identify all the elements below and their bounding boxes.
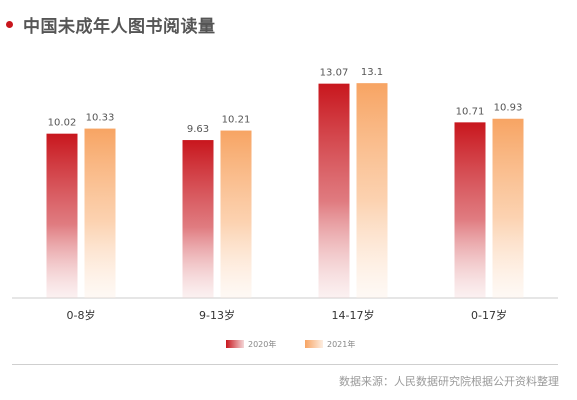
chart-title: 中国未成年人图书阅读量 <box>23 16 216 37</box>
bar-value-label: 10.71 <box>456 106 485 117</box>
bar-2020-2 <box>318 83 350 298</box>
bar-2020-0 <box>46 133 78 298</box>
bar-2020-3 <box>454 122 486 298</box>
legend-label: 2021年 <box>327 339 355 349</box>
bar-value-label: 10.93 <box>494 103 523 114</box>
bar-value-label: 10.33 <box>86 113 115 124</box>
bar-2020-1 <box>182 140 214 298</box>
category-label: 9-13岁 <box>199 308 235 322</box>
footer-divider <box>12 364 558 365</box>
category-label: 14-17岁 <box>332 308 375 322</box>
bar-value-label: 10.02 <box>48 118 77 129</box>
bar-2021-3 <box>492 118 524 298</box>
legend-swatch-2020 <box>226 340 244 348</box>
bar-value-label: 10.21 <box>222 115 251 126</box>
chart-title-row: 中国未成年人图书阅读量 <box>6 12 216 37</box>
bar-value-label: 13.07 <box>320 68 349 79</box>
bar-value-label: 9.63 <box>187 124 209 135</box>
bar-value-label: 13.1 <box>361 67 383 78</box>
bar-2021-2 <box>356 83 388 298</box>
bar-2021-0 <box>84 128 116 298</box>
data-source-note: 数据来源：人民数据研究院根据公开资料整理 <box>339 375 559 388</box>
title-bullet-icon <box>6 20 13 28</box>
bar-2021-1 <box>220 130 252 298</box>
legend-swatch-2021 <box>305 340 323 348</box>
legend-label: 2020年 <box>248 339 276 349</box>
category-label: 0-17岁 <box>471 308 507 322</box>
category-label: 0-8岁 <box>67 308 96 322</box>
